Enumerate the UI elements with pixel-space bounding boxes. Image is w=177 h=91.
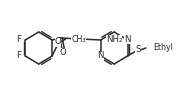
Text: Ethyl: Ethyl xyxy=(154,43,173,53)
Text: F: F xyxy=(16,35,21,44)
Text: CH₃: CH₃ xyxy=(72,34,86,43)
Text: F: F xyxy=(16,52,21,61)
Text: N: N xyxy=(124,35,131,44)
Text: NH₂: NH₂ xyxy=(106,34,122,43)
Text: S: S xyxy=(135,44,141,54)
Text: O: O xyxy=(55,37,61,47)
Text: O: O xyxy=(59,49,66,58)
Text: N: N xyxy=(98,52,104,61)
